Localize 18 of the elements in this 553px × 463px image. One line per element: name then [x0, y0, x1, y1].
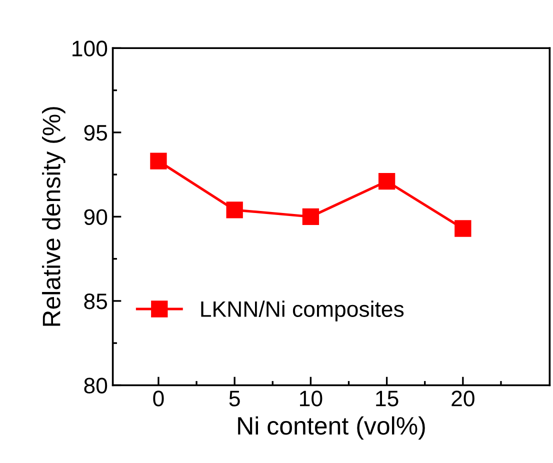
- y-tick-label: 80: [84, 378, 108, 394]
- y-tick-label: 90: [84, 209, 108, 225]
- point: [302, 208, 320, 226]
- y-axis-title: Relative density (%): [42, 107, 66, 326]
- x-tick-label: 20: [452, 390, 474, 406]
- x-tick-label: 0: [153, 390, 164, 406]
- point: [150, 152, 167, 170]
- legend-label: LKNN/Ni composites: [201, 300, 404, 322]
- x-tick-label: 5: [229, 390, 240, 406]
- point: [226, 202, 243, 218]
- point: [454, 220, 472, 237]
- point: [378, 172, 396, 190]
- x-tick-label: 15: [376, 390, 398, 406]
- y-tick-label: 95: [84, 124, 108, 141]
- x-axis-title: Ni content (vol%): [238, 416, 425, 440]
- y-tick-label: 85: [84, 293, 108, 310]
- x-tick-label: 10: [300, 390, 322, 406]
- y-tick-label: 100: [72, 40, 108, 56]
